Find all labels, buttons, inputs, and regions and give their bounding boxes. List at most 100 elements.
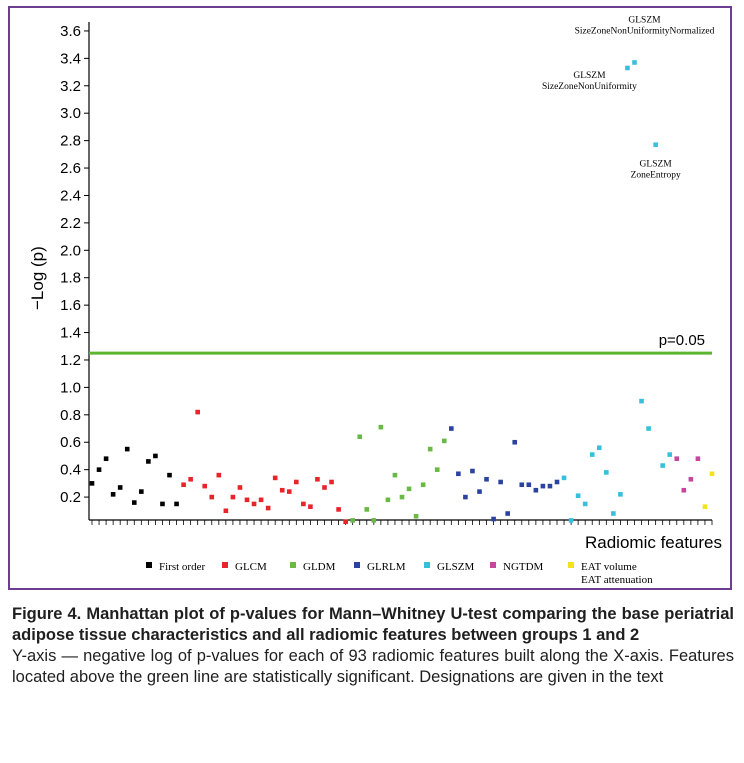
- point-series-2-12: [434, 467, 440, 472]
- point-series-3-12: [533, 487, 539, 493]
- figure-frame: [8, 6, 732, 590]
- point-series-3-1: [456, 471, 461, 477]
- y-tick-label: 0.6: [60, 434, 81, 451]
- point-series-0-0: [89, 481, 95, 486]
- data-points: [89, 60, 715, 525]
- point-series-3-5: [484, 476, 489, 482]
- point-series-5-2: [688, 476, 694, 482]
- legend-swatch-6: [568, 562, 574, 568]
- point-series-0-3: [110, 492, 116, 497]
- point-series-0-9: [153, 453, 158, 459]
- point-series-5-1: [681, 487, 687, 493]
- y-tick-label: 1.8: [60, 270, 81, 287]
- point-series-3-8: [505, 511, 510, 516]
- x-axis: [89, 519, 713, 525]
- legend-swatch-5: [490, 562, 496, 568]
- y-tick-label: 2.8: [60, 133, 81, 150]
- point-series-4-15: [667, 452, 673, 457]
- point-series-0-11: [167, 472, 172, 478]
- annotation-1-line-0: GLSZM: [573, 71, 606, 81]
- point-series-4-3: [582, 501, 588, 507]
- y-tick-label: 0.4: [60, 462, 81, 479]
- legend: First order GLCM GLDM GLRLM GLSZM NGTDM EAT vo…: [146, 561, 653, 586]
- point-series-3-4: [477, 489, 482, 494]
- figure-caption: Figure 4. Manhattan plot of p-values for…: [12, 604, 734, 688]
- legend-swatch-4: [424, 562, 430, 568]
- annotation-2-line-1: ZoneEntropy: [631, 171, 681, 181]
- point-series-1-6: [223, 508, 229, 514]
- point-series-0-2: [103, 456, 109, 461]
- annotation-0-line-0: GLSZM: [628, 15, 661, 25]
- annotations: GLSZMSizeZoneNonUniformityNormalizedGLSZ…: [542, 15, 715, 180]
- point-series-0-10: [160, 501, 165, 507]
- point-series-4-13: [653, 142, 658, 148]
- point-series-1-2: [195, 409, 200, 415]
- point-series-4-10: [632, 60, 637, 65]
- point-series-2-0: [350, 518, 355, 523]
- point-series-0-4: [117, 485, 123, 490]
- legend-label-1: GLCM: [235, 561, 267, 573]
- legend-label-6-b: EAT attenuation: [581, 574, 653, 586]
- y-tick-label: 0.2: [60, 489, 81, 506]
- point-series-2-13: [441, 438, 447, 444]
- y-tick-label: 1.4: [60, 325, 81, 342]
- point-series-1-7: [230, 494, 236, 500]
- point-series-3-7: [498, 479, 503, 485]
- point-series-0-6: [131, 500, 137, 505]
- point-series-2-8: [406, 486, 412, 492]
- y-tick-label: 2.4: [60, 187, 81, 204]
- point-series-3-13: [540, 483, 546, 489]
- point-series-1-4: [209, 494, 215, 500]
- legend-swatch-3: [354, 562, 360, 568]
- annotation-2-line-0: GLSZM: [640, 160, 673, 170]
- point-series-1-3: [202, 483, 208, 489]
- point-series-4-6: [604, 470, 609, 475]
- point-series-3-11: [526, 482, 532, 488]
- y-tick-label: 2.2: [60, 215, 81, 232]
- point-series-1-16: [294, 479, 299, 485]
- point-series-1-17: [301, 501, 306, 507]
- point-series-2-5: [385, 497, 391, 503]
- point-series-1-15: [286, 489, 292, 494]
- point-series-1-8: [237, 485, 243, 490]
- legend-label-6: EAT volume: [581, 561, 637, 573]
- point-series-4-12: [646, 426, 651, 431]
- point-series-1-9: [244, 497, 250, 503]
- point-series-4-9: [625, 65, 630, 71]
- y-axis-title: −Log (p): [28, 246, 47, 310]
- point-series-4-4: [589, 452, 595, 457]
- point-series-6-1: [709, 471, 715, 477]
- caption-title: Figure 4. Manhattan plot of p-values for…: [12, 605, 734, 644]
- legend-label-5: NGTDM: [503, 561, 544, 573]
- x-axis-title: Radiomic features: [585, 533, 722, 552]
- point-series-1-23: [343, 519, 348, 525]
- point-series-1-13: [272, 475, 278, 481]
- point-series-2-7: [399, 494, 405, 500]
- point-series-0-5: [124, 446, 130, 452]
- annotation-0-line-1: SizeZoneNonUniformityNormalized: [575, 25, 715, 36]
- point-series-3-0: [449, 426, 454, 431]
- point-series-1-21: [329, 479, 334, 485]
- point-series-2-6: [392, 472, 398, 478]
- point-series-0-1: [96, 467, 102, 472]
- point-series-6-0: [702, 504, 708, 509]
- point-series-1-14: [279, 487, 285, 493]
- point-series-1-12: [265, 505, 271, 511]
- point-series-1-5: [216, 472, 222, 478]
- point-series-2-9: [413, 513, 419, 519]
- point-series-2-2: [364, 507, 370, 512]
- point-series-2-4: [378, 424, 384, 430]
- point-series-1-22: [336, 507, 341, 512]
- point-series-1-1: [188, 476, 193, 482]
- y-tick-label: 0.8: [60, 407, 81, 424]
- point-series-2-1: [357, 434, 363, 440]
- legend-swatch-0: [146, 562, 152, 568]
- y-tick-label: 2.0: [60, 242, 81, 259]
- point-series-3-14: [547, 483, 553, 489]
- point-series-5-3: [695, 456, 701, 461]
- legend-label-2: GLDM: [303, 561, 336, 573]
- point-series-1-20: [322, 485, 327, 490]
- legend-swatch-1: [222, 562, 228, 568]
- y-tick-label: 3.6: [60, 23, 81, 40]
- point-series-3-3: [470, 468, 475, 474]
